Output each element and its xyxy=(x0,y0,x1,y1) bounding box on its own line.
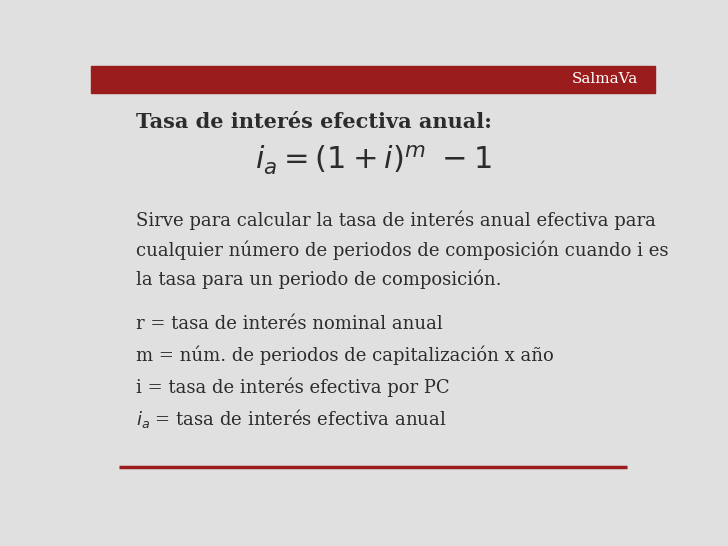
Text: SalmaVa: SalmaVa xyxy=(572,73,638,86)
Text: Sirve para calcular la tasa de interés anual efectiva para
cualquier número de p: Sirve para calcular la tasa de interés a… xyxy=(136,211,668,289)
Text: m = núm. de periodos de capitalización x año: m = núm. de periodos de capitalización x… xyxy=(136,346,554,365)
Text: $i_a = (1+i)^m\ -1$: $i_a = (1+i)^m\ -1$ xyxy=(255,144,491,177)
Text: Tasa de interés efectiva anual:: Tasa de interés efectiva anual: xyxy=(136,112,492,132)
Bar xyxy=(91,66,655,93)
Text: i = tasa de interés efectiva por PC: i = tasa de interés efectiva por PC xyxy=(136,377,450,397)
Text: r = tasa de interés nominal anual: r = tasa de interés nominal anual xyxy=(136,315,443,333)
Text: $i_a$ = tasa de interés efectiva anual: $i_a$ = tasa de interés efectiva anual xyxy=(136,407,446,430)
